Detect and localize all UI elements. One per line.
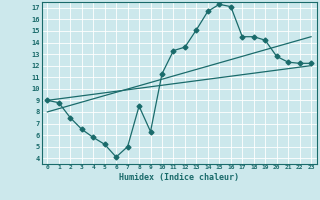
- X-axis label: Humidex (Indice chaleur): Humidex (Indice chaleur): [119, 173, 239, 182]
